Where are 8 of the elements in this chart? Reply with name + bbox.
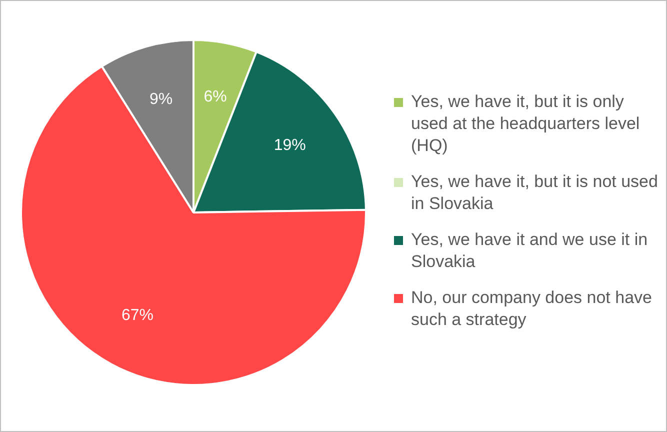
legend-label: Yes, we have it and we use it in Slovakia (411, 229, 649, 273)
data-label: 19% (274, 137, 306, 154)
data-label: 6% (204, 88, 227, 106)
data-label: 9% (150, 91, 173, 108)
data-label: 67% (121, 306, 154, 324)
legend-label: Yes, we have it, but it is only used at the headquarters level (HQ) (411, 91, 641, 157)
legend-label: No, our company does not have such a strategy (411, 287, 653, 331)
legend-label: Yes, we have it, but it is not used in Slovakia (411, 171, 659, 215)
